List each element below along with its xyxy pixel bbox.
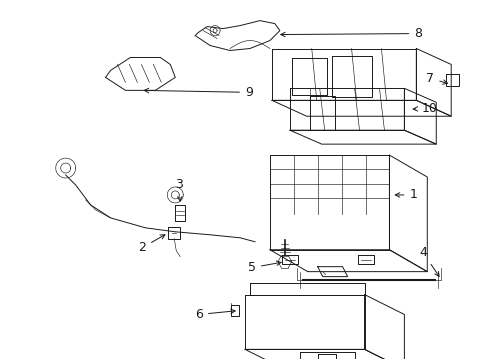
Text: 1: 1 <box>394 188 416 202</box>
Text: 8: 8 <box>280 27 422 40</box>
Text: 6: 6 <box>195 308 235 321</box>
Text: 2: 2 <box>138 235 164 254</box>
Text: 4: 4 <box>419 246 438 276</box>
Text: 9: 9 <box>144 86 252 99</box>
Text: 5: 5 <box>247 261 281 274</box>
Text: 3: 3 <box>175 179 183 201</box>
Text: 10: 10 <box>412 102 436 115</box>
Text: 7: 7 <box>426 72 447 85</box>
